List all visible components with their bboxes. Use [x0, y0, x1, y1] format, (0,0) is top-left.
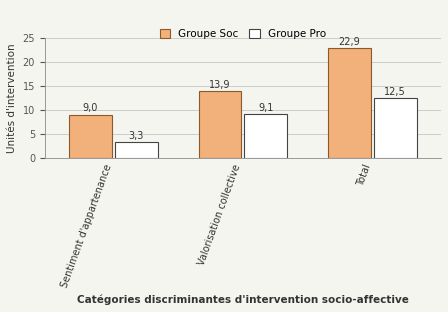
Text: 9,1: 9,1 [258, 103, 273, 113]
Text: 12,5: 12,5 [384, 87, 406, 97]
Text: 3,3: 3,3 [129, 131, 144, 141]
Text: 9,0: 9,0 [83, 104, 98, 114]
Legend: Groupe Soc, Groupe Pro: Groupe Soc, Groupe Pro [155, 25, 330, 43]
Bar [198, 91, 241, 158]
Bar [245, 114, 287, 158]
Bar [328, 48, 371, 158]
Bar [115, 142, 158, 158]
Bar [69, 115, 112, 158]
Y-axis label: Unités d'intervention: Unités d'intervention [7, 43, 17, 153]
X-axis label: Catégories discriminantes d'intervention socio-affective: Catégories discriminantes d'intervention… [77, 295, 409, 305]
Bar [374, 98, 417, 158]
Text: 22,9: 22,9 [339, 37, 361, 47]
Text: 13,9: 13,9 [209, 80, 231, 90]
